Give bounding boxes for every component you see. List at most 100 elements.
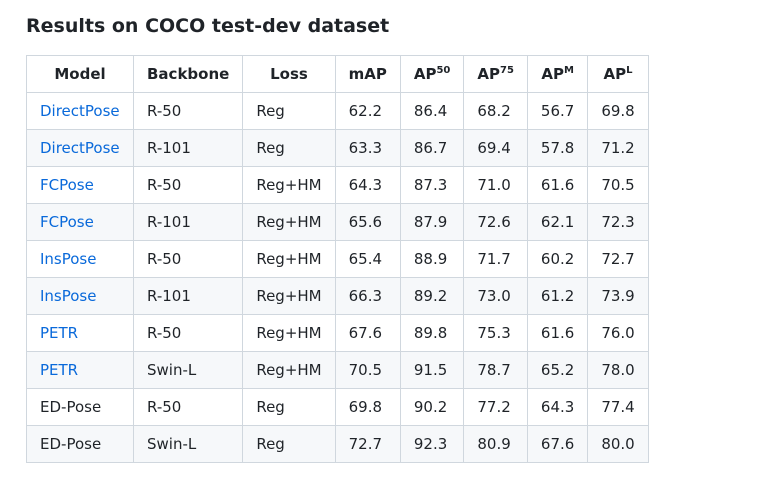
apm-cell: 61.6 xyxy=(526,166,589,204)
apl-cell: 73.9 xyxy=(587,277,649,315)
apm-cell: 67.6 xyxy=(526,425,589,463)
model-link[interactable]: FCPose xyxy=(40,213,94,231)
table-row: ED-Pose R-50 Reg 69.8 90.2 77.2 64.3 77.4 xyxy=(26,388,649,426)
apl-cell: 77.4 xyxy=(587,388,649,426)
ap75-cell: 69.4 xyxy=(463,129,528,167)
ap50-cell: 89.8 xyxy=(399,314,465,352)
ap75-cell: 72.6 xyxy=(463,203,528,241)
loss-cell: Reg+HM xyxy=(242,277,336,315)
ap50-cell: 90.2 xyxy=(399,388,465,426)
model-cell: PETR xyxy=(26,351,134,389)
model-link[interactable]: DirectPose xyxy=(40,102,120,120)
ap75-cell: 71.7 xyxy=(463,240,528,278)
map-cell: 63.3 xyxy=(334,129,401,167)
column-header-label: Backbone xyxy=(147,65,230,83)
section-title: Results on COCO test-dev dataset xyxy=(26,15,390,37)
model-link[interactable]: InsPose xyxy=(40,287,97,305)
loss-cell: Reg+HM xyxy=(242,314,336,352)
backbone-cell: R-50 xyxy=(132,92,244,130)
ap50-cell: 86.7 xyxy=(399,129,465,167)
column-header-model: Model xyxy=(26,55,134,93)
column-header-label: AP xyxy=(413,65,437,83)
ap75-cell: 73.0 xyxy=(463,277,528,315)
backbone-cell: Swin-L xyxy=(132,351,244,389)
map-cell: 64.3 xyxy=(334,166,401,204)
loss-cell: Reg xyxy=(242,129,336,167)
map-cell: 72.7 xyxy=(334,425,401,463)
table-row: InsPose R-101 Reg+HM 66.3 89.2 73.0 61.2 73.9 xyxy=(26,277,649,315)
ap50-cell: 87.9 xyxy=(399,203,465,241)
ap75-cell: 77.2 xyxy=(463,388,528,426)
model-cell: FCPose xyxy=(26,166,134,204)
ap50-cell: 91.5 xyxy=(399,351,465,389)
ap75-cell: 78.7 xyxy=(463,351,528,389)
loss-cell: Reg xyxy=(242,425,336,463)
column-header-superscript: M xyxy=(563,65,574,76)
apm-cell: 61.2 xyxy=(526,277,589,315)
backbone-cell: R-50 xyxy=(132,240,244,278)
loss-cell: Reg xyxy=(242,388,336,426)
ap50-cell: 87.3 xyxy=(399,166,465,204)
apm-cell: 65.2 xyxy=(526,351,589,389)
apm-cell: 64.3 xyxy=(526,388,589,426)
model-cell: ED-Pose xyxy=(26,388,134,426)
apm-cell: 57.8 xyxy=(526,129,589,167)
column-header-label: mAP xyxy=(348,65,387,83)
ap50-cell: 89.2 xyxy=(399,277,465,315)
backbone-cell: R-101 xyxy=(132,129,244,167)
model-cell: InsPose xyxy=(26,240,134,278)
column-header-label: Model xyxy=(54,65,106,83)
ap75-cell: 71.0 xyxy=(463,166,528,204)
apm-cell: 56.7 xyxy=(526,92,589,130)
column-header-superscript: L xyxy=(626,65,633,76)
apl-cell: 72.3 xyxy=(587,203,649,241)
ap50-cell: 88.9 xyxy=(399,240,465,278)
model-link[interactable]: DirectPose xyxy=(40,139,120,157)
table-row: PETR R-50 Reg+HM 67.6 89.8 75.3 61.6 76.0 xyxy=(26,314,649,352)
map-cell: 69.8 xyxy=(334,388,401,426)
map-cell: 65.4 xyxy=(334,240,401,278)
model-link[interactable]: InsPose xyxy=(40,250,97,268)
model-cell: DirectPose xyxy=(26,129,134,167)
backbone-cell: R-101 xyxy=(132,277,244,315)
model-link[interactable]: PETR xyxy=(40,361,79,379)
apl-cell: 78.0 xyxy=(587,351,649,389)
column-header-superscript: 75 xyxy=(500,65,514,76)
column-header-backbone: Backbone xyxy=(132,55,244,93)
apl-cell: 72.7 xyxy=(587,240,649,278)
map-cell: 66.3 xyxy=(334,277,401,315)
ap75-cell: 68.2 xyxy=(463,92,528,130)
model-name: ED-Pose xyxy=(40,435,102,453)
map-cell: 67.6 xyxy=(334,314,401,352)
loss-cell: Reg+HM xyxy=(242,166,336,204)
column-header-label: Loss xyxy=(270,65,308,83)
model-cell: PETR xyxy=(26,314,134,352)
loss-cell: Reg xyxy=(242,92,336,130)
map-cell: 65.6 xyxy=(334,203,401,241)
loss-cell: Reg+HM xyxy=(242,351,336,389)
model-cell: FCPose xyxy=(26,203,134,241)
model-name: ED-Pose xyxy=(40,398,102,416)
backbone-cell: R-50 xyxy=(132,166,244,204)
ap75-cell: 75.3 xyxy=(463,314,528,352)
model-link[interactable]: FCPose xyxy=(40,176,94,194)
backbone-cell: Swin-L xyxy=(132,425,244,463)
apl-cell: 80.0 xyxy=(587,425,649,463)
column-header-label: AP xyxy=(541,65,564,83)
column-header-loss: Loss xyxy=(242,55,336,93)
table-body: DirectPose R-50 Reg 62.2 86.4 68.2 56.7 69.8 Dir… xyxy=(26,92,649,463)
model-link[interactable]: PETR xyxy=(40,324,79,342)
map-cell: 70.5 xyxy=(334,351,401,389)
apm-cell: 61.6 xyxy=(526,314,589,352)
table-row: ED-Pose Swin-L Reg 72.7 92.3 80.9 67.6 80.0 xyxy=(26,425,649,463)
table-row: FCPose R-101 Reg+HM 65.6 87.9 72.6 62.1 72.3 xyxy=(26,203,649,241)
results-table: Model Backbone Loss mAP AP50 AP75 APM AP… xyxy=(26,55,649,463)
apl-cell: 70.5 xyxy=(587,166,649,204)
apl-cell: 76.0 xyxy=(587,314,649,352)
table-row: FCPose R-50 Reg+HM 64.3 87.3 71.0 61.6 70.5 xyxy=(26,166,649,204)
column-header-ap75: AP75 xyxy=(463,55,528,93)
model-cell: InsPose xyxy=(26,277,134,315)
column-header-apl: APL xyxy=(587,55,649,93)
column-header-ap50: AP50 xyxy=(399,55,465,93)
